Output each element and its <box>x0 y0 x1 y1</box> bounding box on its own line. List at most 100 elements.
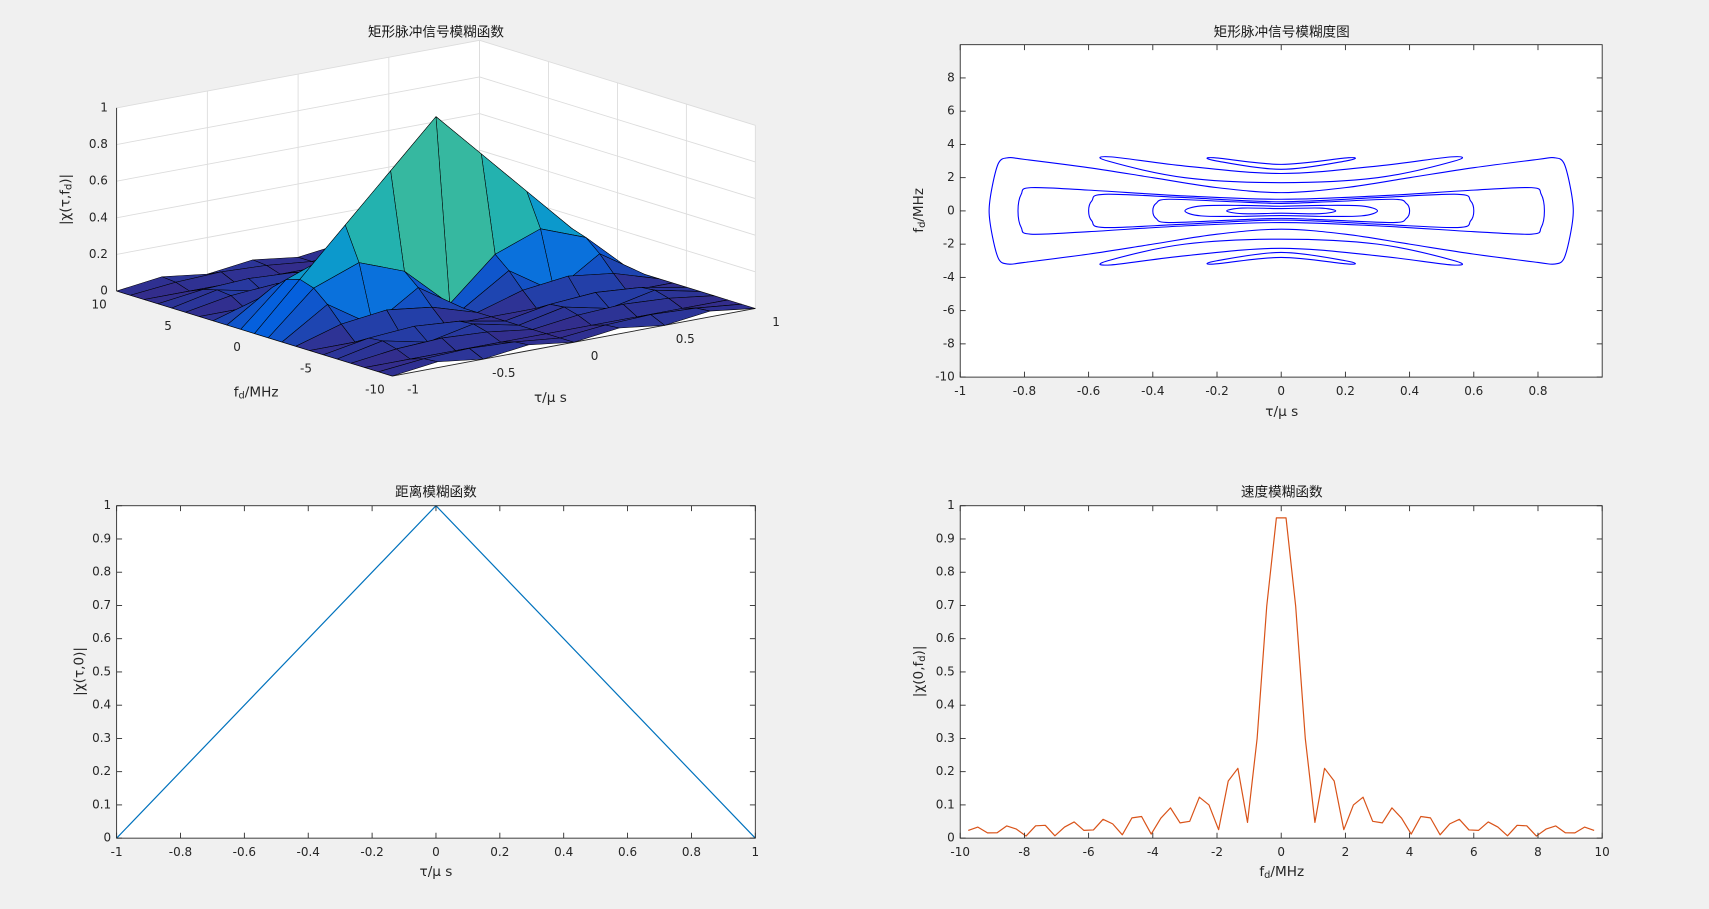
plot-area <box>960 505 1603 839</box>
y-tick-label: 0 <box>947 831 955 845</box>
x-axis-label: τ/μ s <box>534 390 567 406</box>
y-tick-label: 2 <box>947 170 955 184</box>
label-part: f <box>1259 864 1265 880</box>
label-part: |χ(τ,f <box>57 189 73 225</box>
x-axis-label: τ/μ s <box>420 864 453 880</box>
x-tick-label: 0.8 <box>682 845 701 859</box>
x-tick-label: 0 <box>1277 384 1285 398</box>
contour-line <box>1206 157 1356 170</box>
y-tick-label: -8 <box>943 336 955 350</box>
y-axis-label: fd/MHz <box>234 384 279 401</box>
chart-title: 距离模糊函数 <box>395 484 477 501</box>
y-tick-label: 0.3 <box>92 731 111 745</box>
x-tick-label: 0.4 <box>1400 384 1419 398</box>
plot-area <box>960 44 1603 378</box>
plot-area <box>116 505 756 839</box>
y-tick-label: 0 <box>947 203 955 217</box>
label-part: f <box>911 227 927 233</box>
x-tick-label: -8 <box>1018 845 1030 859</box>
x-tick-label: 0.6 <box>618 845 637 859</box>
y-tick-label: 0.9 <box>936 531 955 545</box>
y-tick-label: 0.5 <box>92 664 111 678</box>
y-tick-label: -5 <box>300 361 312 375</box>
z-tick-label: 1 <box>100 100 108 114</box>
x-tick-label: 0.6 <box>1464 384 1483 398</box>
label-part: f <box>234 384 240 400</box>
x-tick-label: -0.2 <box>360 845 383 859</box>
x-tick-label: 1 <box>752 845 760 859</box>
y-tick-label: 1 <box>947 498 955 512</box>
x-tick-label: -0.5 <box>492 366 515 380</box>
contour-line <box>1206 251 1356 265</box>
y-tick-label: 4 <box>947 137 955 151</box>
y-tick-label: 0.7 <box>936 598 955 612</box>
x-tick-label: -0.2 <box>1205 384 1228 398</box>
data-line <box>968 517 1595 837</box>
x-tick-label: -0.8 <box>1013 384 1036 398</box>
y-tick-label: 0.6 <box>936 631 955 645</box>
y-tick-label: 0.6 <box>92 631 111 645</box>
contour-line <box>1226 207 1337 215</box>
y-tick-label: 0.2 <box>936 764 955 778</box>
x-tick-label: 10 <box>1595 845 1610 859</box>
label-part: /MHz <box>911 188 927 222</box>
x-tick-label: -1 <box>954 384 966 398</box>
x-tick-label: 2 <box>1342 845 1350 859</box>
chart-title: 速度模糊函数 <box>1241 485 1323 501</box>
label-part: /MHz <box>1270 864 1304 880</box>
x-tick-label: -0.6 <box>1077 384 1100 398</box>
label-part: /MHz <box>245 384 279 400</box>
y-axis-label: |χ(τ,0)| <box>72 647 88 696</box>
x-tick-label: -0.4 <box>1141 384 1164 398</box>
label-subscript: d <box>1264 870 1270 881</box>
y-tick-label: 0.8 <box>92 565 111 579</box>
y-tick-label: 0.1 <box>936 797 955 811</box>
y-tick-label: 0 <box>104 831 112 845</box>
contour-line <box>988 156 1574 265</box>
chart-title: 矩形脉冲信号模糊度图 <box>1214 25 1350 41</box>
surface-patch <box>378 358 439 377</box>
y-tick-label: 0.9 <box>92 531 111 545</box>
x-tick-label: -1 <box>111 845 123 859</box>
x-tick-label: -10 <box>950 845 970 859</box>
x-tick-label: 0 <box>591 349 599 363</box>
label-subscript: d <box>917 655 928 661</box>
z-tick-label: 0.4 <box>89 210 108 224</box>
y-tick-label: -10 <box>935 370 955 384</box>
y-tick-label: 5 <box>164 319 172 333</box>
y-tick-label: 0.7 <box>92 598 111 612</box>
y-tick-label: 0.8 <box>936 565 955 579</box>
x-tick-label: -2 <box>1211 845 1223 859</box>
y-tick-label: 0.4 <box>936 698 955 712</box>
x-tick-label: 1 <box>772 315 780 329</box>
y-tick-label: 0.1 <box>92 797 111 811</box>
y-tick-label: 1 <box>104 498 112 512</box>
y-tick-label: 6 <box>947 104 955 118</box>
label-part: |χ(0,f <box>911 660 927 697</box>
z-tick-label: 0 <box>100 284 108 298</box>
z-axis-label: |χ(τ,fd)| <box>57 174 74 225</box>
y-tick-label: -4 <box>943 270 955 284</box>
x-tick-label: 0.2 <box>1336 384 1355 398</box>
x-tick-label: 0.2 <box>490 845 509 859</box>
y-tick-label: 0.2 <box>92 764 111 778</box>
contour-line <box>1088 193 1475 229</box>
x-tick-label: -6 <box>1083 845 1095 859</box>
label-subscript: d <box>239 391 245 402</box>
x-tick-label: 4 <box>1406 845 1414 859</box>
y-tick-label: -10 <box>365 383 385 397</box>
x-tick-label: -1 <box>407 383 419 397</box>
x-tick-label: 0 <box>432 845 440 859</box>
contour-line <box>1017 186 1545 235</box>
x-tick-label: -0.6 <box>233 845 256 859</box>
y-axis-label: |χ(0,fd)| <box>911 646 928 698</box>
y-tick-label: 0 <box>233 340 241 354</box>
contour-line <box>1099 156 1463 184</box>
chart-title: 矩形脉冲信号模糊函数 <box>368 25 504 41</box>
y-tick-label: 0.5 <box>936 664 955 678</box>
x-tick-label: 0.5 <box>676 332 695 346</box>
y-tick-label: 8 <box>947 70 955 84</box>
